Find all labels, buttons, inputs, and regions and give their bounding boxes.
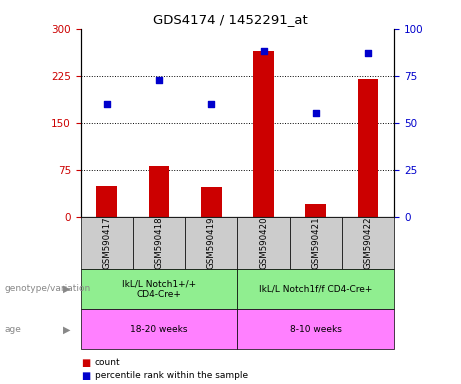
- Point: [207, 101, 215, 107]
- Bar: [305, 204, 326, 217]
- Text: GSM590419: GSM590419: [207, 217, 216, 269]
- Text: ■: ■: [81, 358, 90, 368]
- Bar: [253, 51, 274, 217]
- FancyBboxPatch shape: [81, 217, 133, 269]
- FancyBboxPatch shape: [185, 217, 237, 269]
- FancyBboxPatch shape: [81, 309, 237, 349]
- Point: [260, 48, 267, 55]
- Text: GDS4174 / 1452291_at: GDS4174 / 1452291_at: [153, 13, 308, 26]
- Point: [103, 101, 111, 107]
- Text: ▶: ▶: [63, 284, 71, 294]
- Text: GSM590421: GSM590421: [311, 217, 320, 269]
- FancyBboxPatch shape: [133, 217, 185, 269]
- Text: 8-10 weeks: 8-10 weeks: [290, 325, 342, 334]
- FancyBboxPatch shape: [237, 269, 394, 309]
- FancyBboxPatch shape: [342, 217, 394, 269]
- Point: [155, 76, 163, 83]
- Text: ■: ■: [81, 371, 90, 381]
- Point: [312, 111, 319, 117]
- Text: genotype/variation: genotype/variation: [5, 285, 91, 293]
- Text: percentile rank within the sample: percentile rank within the sample: [95, 371, 248, 380]
- Text: 18-20 weeks: 18-20 weeks: [130, 325, 188, 334]
- Text: age: age: [5, 325, 22, 334]
- Bar: [201, 187, 222, 217]
- Bar: [96, 185, 117, 217]
- Text: GSM590417: GSM590417: [102, 217, 111, 269]
- Bar: [358, 79, 378, 217]
- Text: IkL/L Notch1f/f CD4-Cre+: IkL/L Notch1f/f CD4-Cre+: [259, 285, 372, 293]
- Point: [364, 50, 372, 56]
- Text: count: count: [95, 358, 120, 367]
- FancyBboxPatch shape: [237, 309, 394, 349]
- FancyBboxPatch shape: [237, 217, 290, 269]
- Text: GSM590420: GSM590420: [259, 217, 268, 269]
- Text: GSM590422: GSM590422: [364, 217, 372, 269]
- FancyBboxPatch shape: [81, 269, 237, 309]
- Bar: [148, 166, 170, 217]
- Text: GSM590418: GSM590418: [154, 217, 164, 269]
- FancyBboxPatch shape: [290, 217, 342, 269]
- Text: ▶: ▶: [63, 324, 71, 334]
- Text: IkL/L Notch1+/+
CD4-Cre+: IkL/L Notch1+/+ CD4-Cre+: [122, 279, 196, 299]
